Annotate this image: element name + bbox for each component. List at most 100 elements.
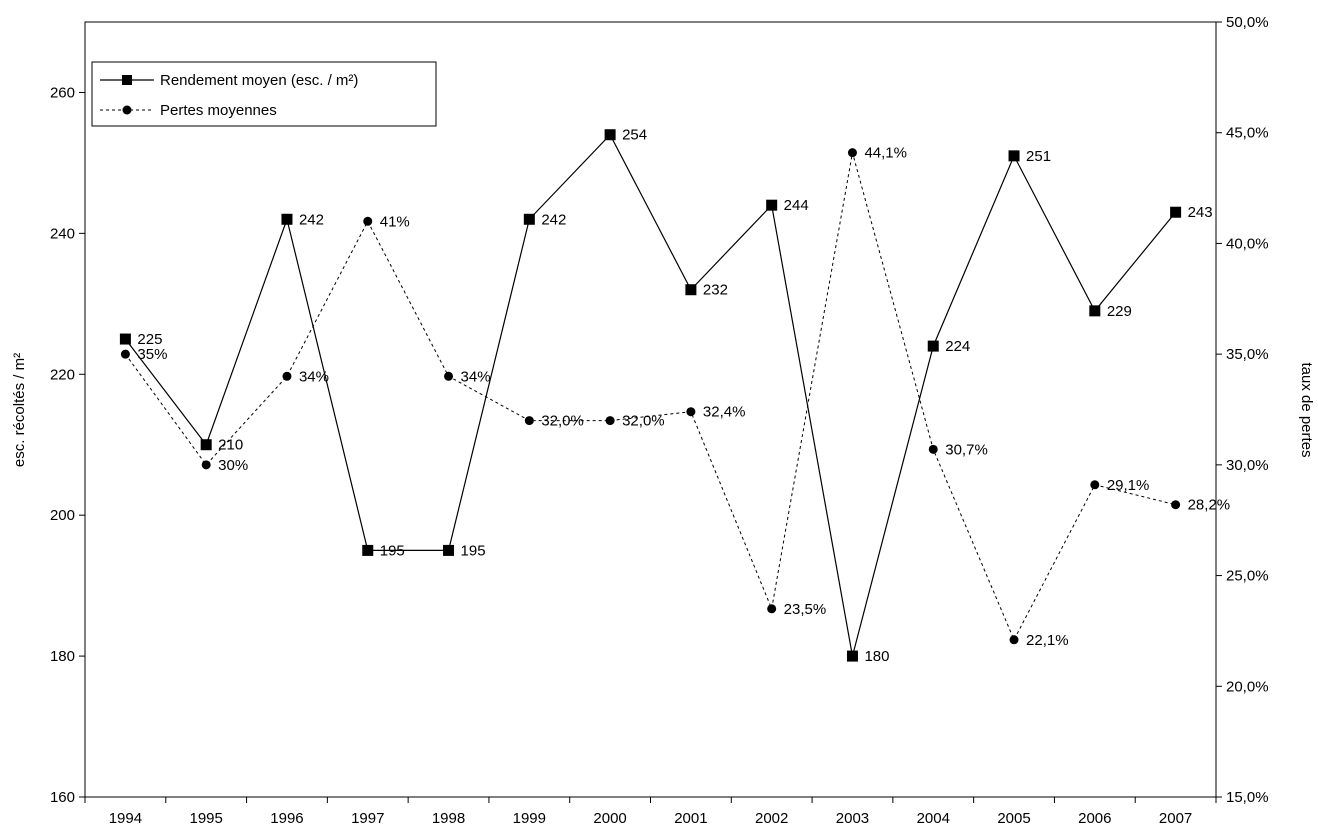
x-axis: 1994 1995 1996 1997 1998 1999 2000 2001 2002 2003… [84,797,1217,827]
data-label-rendement: 195 [461,542,486,559]
x-tick-label: 1994 [109,810,142,827]
data-label-rendement: 254 [622,127,647,144]
right-tick-label: 25,0% [1226,568,1269,585]
point-rendement [281,213,293,225]
x-tick-label: 2001 [674,810,707,827]
x-tick-label: 1995 [189,810,222,827]
data-label-pertes: 32,0% [541,413,584,430]
left-tick-label: 180 [50,648,75,665]
data-label-pertes: 30,7% [945,441,988,458]
x-tick-label: 2000 [593,810,626,827]
right-tick-label: 40,0% [1226,235,1269,252]
data-label-pertes: 23,5% [784,601,827,618]
legend-marker-pertes [122,105,132,115]
left-tick-label: 160 [50,789,75,806]
point-pertes [847,148,857,158]
left-tick-label: 260 [50,84,75,101]
right-tick-label: 30,0% [1226,457,1269,474]
data-label-rendement: 242 [541,211,566,228]
data-label-pertes: 34% [461,368,491,385]
data-label-pertes: 34% [299,368,329,385]
data-label-pertes: 29,1% [1107,477,1150,494]
point-pertes [282,371,292,381]
series-lines [124,133,1177,657]
right-tick-label: 45,0% [1226,125,1269,142]
legend-box [91,61,437,127]
data-label-rendement: 225 [137,331,162,348]
point-rendement [927,340,939,352]
point-pertes [1009,635,1019,645]
data-label-rendement: 243 [1188,204,1213,221]
point-rendement [362,544,374,556]
legend-label-pertes: Pertes moyennes [160,102,277,119]
point-rendement [685,284,697,296]
plot-area-frame [84,21,1217,798]
point-rendement [846,650,858,662]
data-label-pertes: 30% [218,457,248,474]
x-tick-label: 1999 [513,810,546,827]
point-pertes [1171,500,1181,510]
data-labels: 225 210 242 195 195 242 254 232 244 180 224 251 229 2… [137,127,1230,665]
left-tick-label: 240 [50,225,75,242]
point-pertes [1090,480,1100,490]
point-rendement [1170,206,1182,218]
point-pertes [363,216,373,226]
left-tick-label: 220 [50,366,75,383]
series-markers [119,129,1182,662]
point-pertes [201,460,211,470]
point-pertes [928,444,938,454]
data-label-pertes: 32,4% [703,404,746,421]
point-pertes [444,371,454,381]
point-rendement [119,333,131,345]
point-rendement [766,199,778,211]
right-axis: 15,0% 20,0% 25,0% 30,0% 35,0% 40,0% 45,0% 50,0% [1216,14,1269,806]
legend: Rendement moyen (esc. / m²) Pertes moyen… [91,61,437,127]
point-pertes [686,407,696,417]
data-label-pertes: 44,1% [864,145,907,162]
x-tick-label: 1998 [432,810,465,827]
point-rendement [604,129,616,141]
series-line-rendement [124,133,1177,657]
data-label-rendement: 195 [380,542,405,559]
data-label-pertes: 35% [137,346,167,363]
point-rendement [443,544,455,556]
right-tick-label: 50,0% [1226,14,1269,31]
data-label-rendement: 224 [945,338,970,355]
data-label-rendement: 242 [299,211,324,228]
x-tick-label: 1997 [351,810,384,827]
legend-marker-rendement [122,75,132,85]
data-label-rendement: 180 [864,648,889,665]
x-tick-label: 2004 [917,810,950,827]
point-rendement [1089,305,1101,317]
x-tick-label: 2002 [755,810,788,827]
point-rendement [200,439,212,451]
data-label-pertes: 32,0% [622,413,665,430]
x-tick-label: 2003 [836,810,869,827]
data-label-rendement: 251 [1026,148,1051,165]
left-axis-title: esc. récoltés / m² [11,353,28,467]
data-label-pertes: 41% [380,213,410,230]
right-axis-title: taux de pertes [1298,362,1315,457]
series-line-pertes [124,152,1176,641]
data-label-rendement: 229 [1107,303,1132,320]
x-tick-label: 1996 [270,810,303,827]
right-tick-label: 20,0% [1226,678,1269,695]
x-tick-label: 2006 [1078,810,1111,827]
point-rendement [523,213,535,225]
point-pertes [767,604,777,614]
data-label-pertes: 28,2% [1188,497,1231,514]
data-label-rendement: 232 [703,282,728,299]
left-axis: 160 180 200 220 240 260 [50,84,85,806]
x-tick-label: 2007 [1159,810,1192,827]
right-tick-label: 35,0% [1226,346,1269,363]
point-rendement [1008,150,1020,162]
point-pertes [524,416,534,426]
left-tick-label: 200 [50,507,75,524]
data-label-pertes: 22,1% [1026,632,1069,649]
point-pertes [605,416,615,426]
legend-label-rendement: Rendement moyen (esc. / m²) [160,72,358,89]
data-label-rendement: 244 [784,197,809,214]
point-pertes [120,349,130,359]
x-tick-label: 2005 [997,810,1030,827]
